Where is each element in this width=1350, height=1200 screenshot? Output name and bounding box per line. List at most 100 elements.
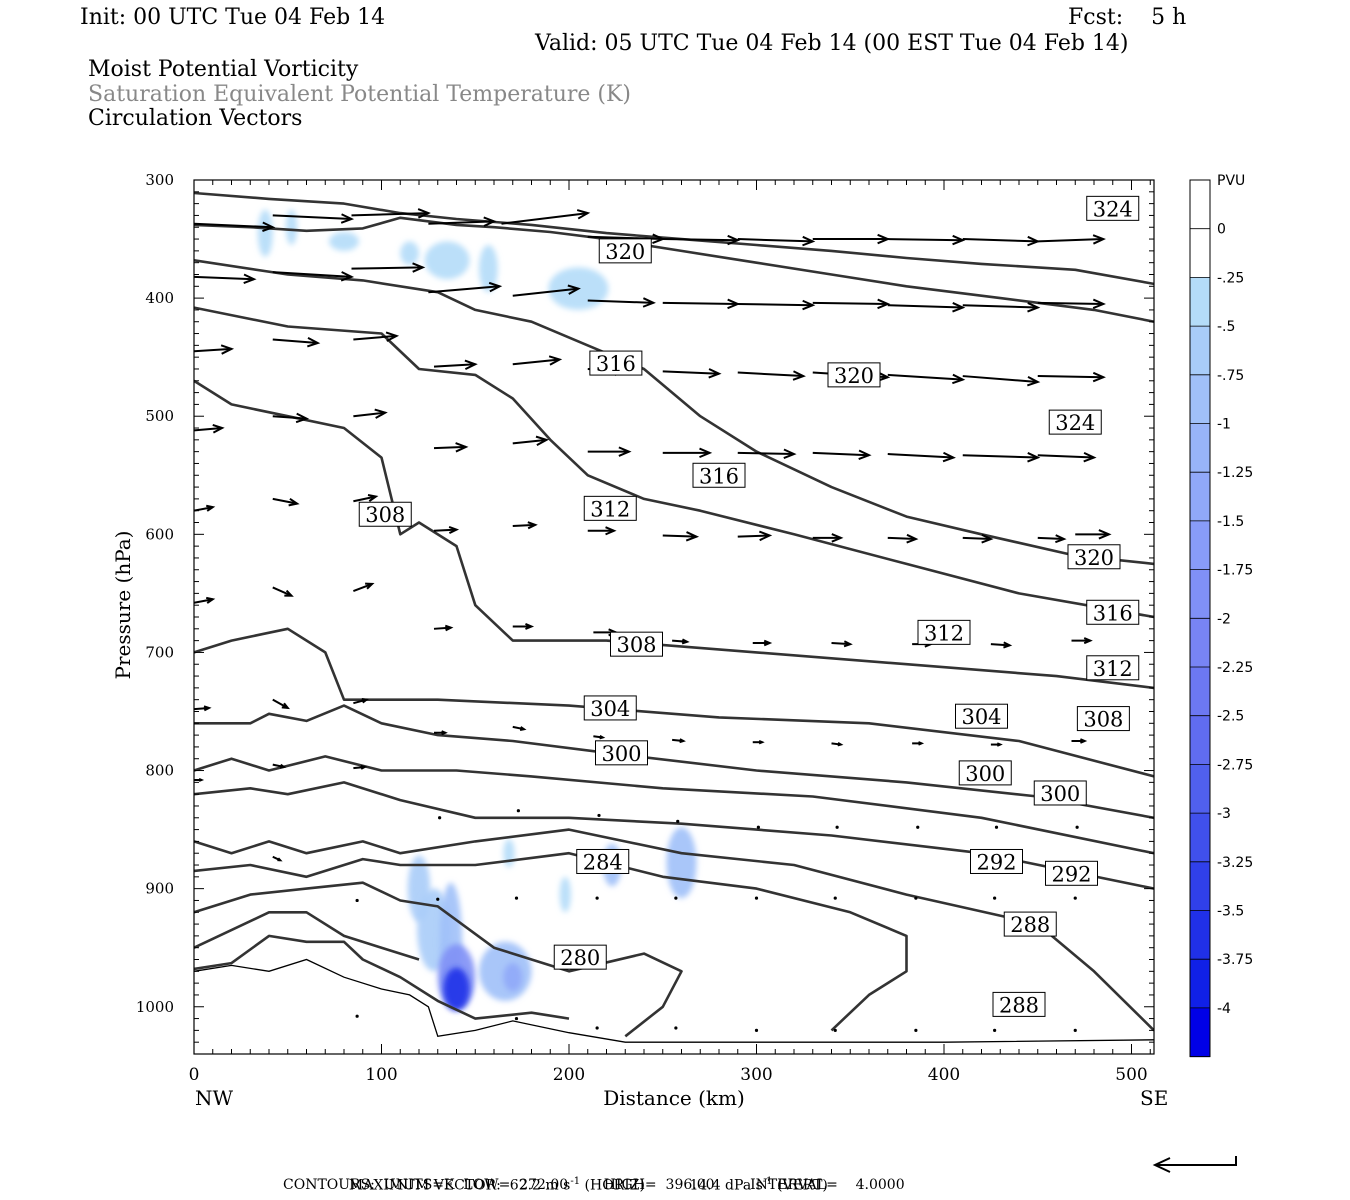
circulation-vector-105	[914, 896, 918, 900]
circulation-vector-75	[353, 698, 369, 705]
circulation-vector-73	[194, 705, 212, 712]
contour-label-1: 320	[598, 238, 652, 264]
circulation-vector-14	[351, 262, 426, 273]
circulation-vector-95	[994, 825, 999, 829]
contour-label-16: 300	[595, 740, 648, 766]
svg-text:312: 312	[924, 621, 964, 645]
circulation-vector-57	[887, 533, 919, 544]
y-axis-label: Pressure (hPa)	[111, 531, 135, 680]
colorbar-level-label: -.75	[1217, 368, 1244, 384]
circulation-vector-34	[962, 375, 1041, 387]
contour-label-3: 320	[827, 362, 881, 388]
circulation-vector-26	[353, 331, 400, 342]
terrain-line	[194, 958, 1154, 1043]
circulation-vector-88	[438, 816, 442, 820]
circulation-vector-64	[433, 624, 454, 632]
isentrope-layer	[194, 191, 1154, 1043]
pv-shade-4	[424, 241, 470, 280]
max-vector-note: MAXIMUM VECTOR: 62.2 m s-1 (HORIZ) 14.4 …	[340, 1158, 828, 1194]
svg-text:300: 300	[740, 1065, 772, 1085]
svg-text:324: 324	[1093, 197, 1133, 221]
isentrope-5	[194, 627, 1154, 778]
isentrope-11	[194, 881, 683, 1038]
colorbar-title: PVU	[1217, 173, 1245, 189]
circulation-vector-0	[194, 221, 276, 233]
colorbar-swatch-4	[1190, 374, 1210, 424]
contour-label-15: 308	[1076, 706, 1130, 732]
circulation-vector-93	[835, 825, 839, 829]
valid-time: Valid: 05 UTC Tue 04 Feb 14 (00 EST Tue …	[535, 31, 1129, 56]
circulation-vector-22	[962, 302, 1041, 313]
pv-shade-16	[559, 876, 571, 913]
circulation-vector-61	[194, 596, 216, 604]
contour-label-18: 300	[1033, 780, 1087, 806]
colorbar-swatch-13	[1190, 813, 1210, 863]
pv-shade-0	[257, 209, 273, 257]
circulation-vector-99	[436, 897, 440, 901]
pv-shade-5	[479, 244, 498, 293]
circulation-vector-81	[831, 742, 844, 747]
svg-text:316: 316	[699, 464, 739, 488]
pv-shade-1	[285, 209, 298, 245]
colorbar-swatch-10	[1190, 667, 1210, 717]
circulation-vector-37	[272, 412, 310, 424]
circulation-vector-103	[754, 896, 759, 900]
x-tick-100: 100	[365, 180, 398, 1085]
circulation-vector-54	[662, 531, 700, 542]
contour-label-24: 288	[992, 991, 1046, 1017]
axes-layer: 300 400 500 600 700 800 900 1000 0 100 200 300 400 50…	[136, 171, 1154, 1085]
isentrope-2	[194, 259, 1154, 566]
circulation-vector-53	[587, 526, 617, 536]
circulation-vector-79	[672, 738, 686, 744]
contour-label-2: 316	[589, 350, 643, 376]
svg-text:300: 300	[1040, 782, 1080, 806]
svg-text:600: 600	[145, 525, 174, 543]
colorbar-level-label: -.5	[1217, 319, 1235, 335]
contour-label-10: 308	[610, 631, 663, 657]
colorbar-swatch-9	[1190, 618, 1210, 668]
circulation-vector-38	[353, 408, 388, 419]
svg-text:308: 308	[1083, 708, 1123, 732]
svg-text:900: 900	[145, 880, 174, 898]
colorbar-swatch-8	[1190, 569, 1210, 619]
circulation-vector-59	[1037, 534, 1067, 544]
init-time: Init: 00 UTC Tue 04 Feb 14	[80, 5, 386, 30]
circulation-vector-100	[514, 896, 519, 900]
colorbar-level-label: -2	[1217, 611, 1231, 627]
circulation-vector-86	[272, 763, 287, 769]
circulation-vector-10	[962, 235, 1041, 247]
svg-text:800: 800	[145, 762, 174, 780]
contour-label-layer: 324 320 316 320 324 316 312 308 320 316 308 312 312 3…	[358, 195, 1140, 1017]
circulation-vector-27	[433, 359, 478, 371]
colorbar: PVU 0 -.25 -.5 -.75 -1 -1.25 -1.5 -1.75 -2 -2.25 -2…	[1189, 173, 1253, 1058]
svg-text:312: 312	[1093, 657, 1133, 681]
circulation-vector-9	[887, 234, 966, 246]
svg-text:292: 292	[1051, 862, 1091, 886]
circulation-vector-35	[1037, 371, 1106, 383]
forecast-hour: Fcst: 5 h	[1068, 5, 1187, 30]
contour-label-13: 304	[583, 695, 637, 721]
svg-text:400: 400	[928, 1065, 960, 1085]
circulation-vector-87	[353, 764, 368, 770]
svg-text:320: 320	[1074, 546, 1114, 570]
circulation-vector-48	[194, 504, 216, 512]
circulation-vector-84	[1071, 738, 1088, 744]
colorbar-level-label: -.25	[1217, 270, 1244, 286]
circulation-vector-6	[662, 234, 741, 246]
contour-label-21: 292	[1045, 860, 1098, 886]
field-title-pv: Moist Potential Vorticity	[88, 57, 359, 82]
circulation-vector-28	[512, 355, 563, 366]
colorbar-swatch-1	[1190, 228, 1210, 278]
circulation-vector-16	[512, 284, 581, 297]
y-tick-500: 500	[145, 407, 1154, 425]
vector-layer	[194, 208, 1112, 1032]
circulation-vector-116	[1073, 1028, 1077, 1032]
pv-shade-2	[329, 231, 359, 251]
circulation-vector-51	[433, 525, 460, 534]
circulation-vector-30	[662, 368, 722, 379]
circulation-vector-11	[1037, 234, 1106, 245]
circulation-vector-113	[833, 1028, 837, 1032]
circulation-vector-67	[672, 638, 690, 645]
colorbar-level-label: -3.5	[1217, 904, 1244, 920]
circulation-vector-106	[993, 896, 997, 900]
